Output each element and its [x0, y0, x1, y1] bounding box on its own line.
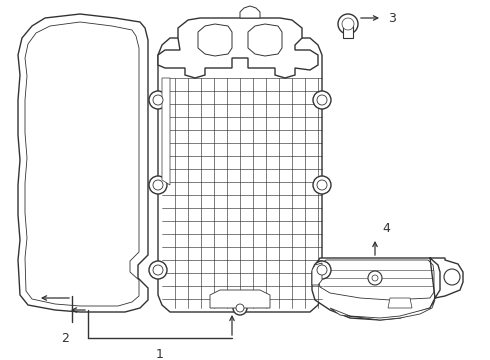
Polygon shape	[198, 24, 232, 56]
Circle shape	[372, 275, 378, 281]
Polygon shape	[248, 24, 282, 56]
Circle shape	[317, 265, 327, 275]
Circle shape	[313, 261, 331, 279]
Circle shape	[149, 91, 167, 109]
Text: 1: 1	[156, 348, 164, 360]
Circle shape	[236, 304, 244, 312]
Text: 4: 4	[382, 221, 390, 234]
Polygon shape	[330, 300, 435, 320]
Text: 3: 3	[388, 12, 396, 24]
Circle shape	[153, 95, 163, 105]
Polygon shape	[158, 38, 322, 312]
Text: 2: 2	[61, 332, 69, 345]
Polygon shape	[312, 263, 322, 285]
Circle shape	[317, 95, 327, 105]
Circle shape	[233, 301, 247, 315]
Polygon shape	[312, 258, 463, 320]
Polygon shape	[343, 26, 353, 38]
Circle shape	[342, 18, 354, 30]
Circle shape	[149, 261, 167, 279]
Circle shape	[338, 14, 358, 34]
Polygon shape	[18, 14, 148, 312]
Polygon shape	[388, 298, 412, 308]
Circle shape	[368, 271, 382, 285]
Circle shape	[153, 180, 163, 190]
Circle shape	[317, 180, 327, 190]
Circle shape	[149, 176, 167, 194]
Circle shape	[444, 269, 460, 285]
Circle shape	[313, 176, 331, 194]
Polygon shape	[162, 78, 170, 185]
Polygon shape	[158, 18, 318, 78]
Circle shape	[153, 265, 163, 275]
Polygon shape	[210, 290, 270, 308]
Circle shape	[313, 91, 331, 109]
Polygon shape	[240, 6, 260, 18]
